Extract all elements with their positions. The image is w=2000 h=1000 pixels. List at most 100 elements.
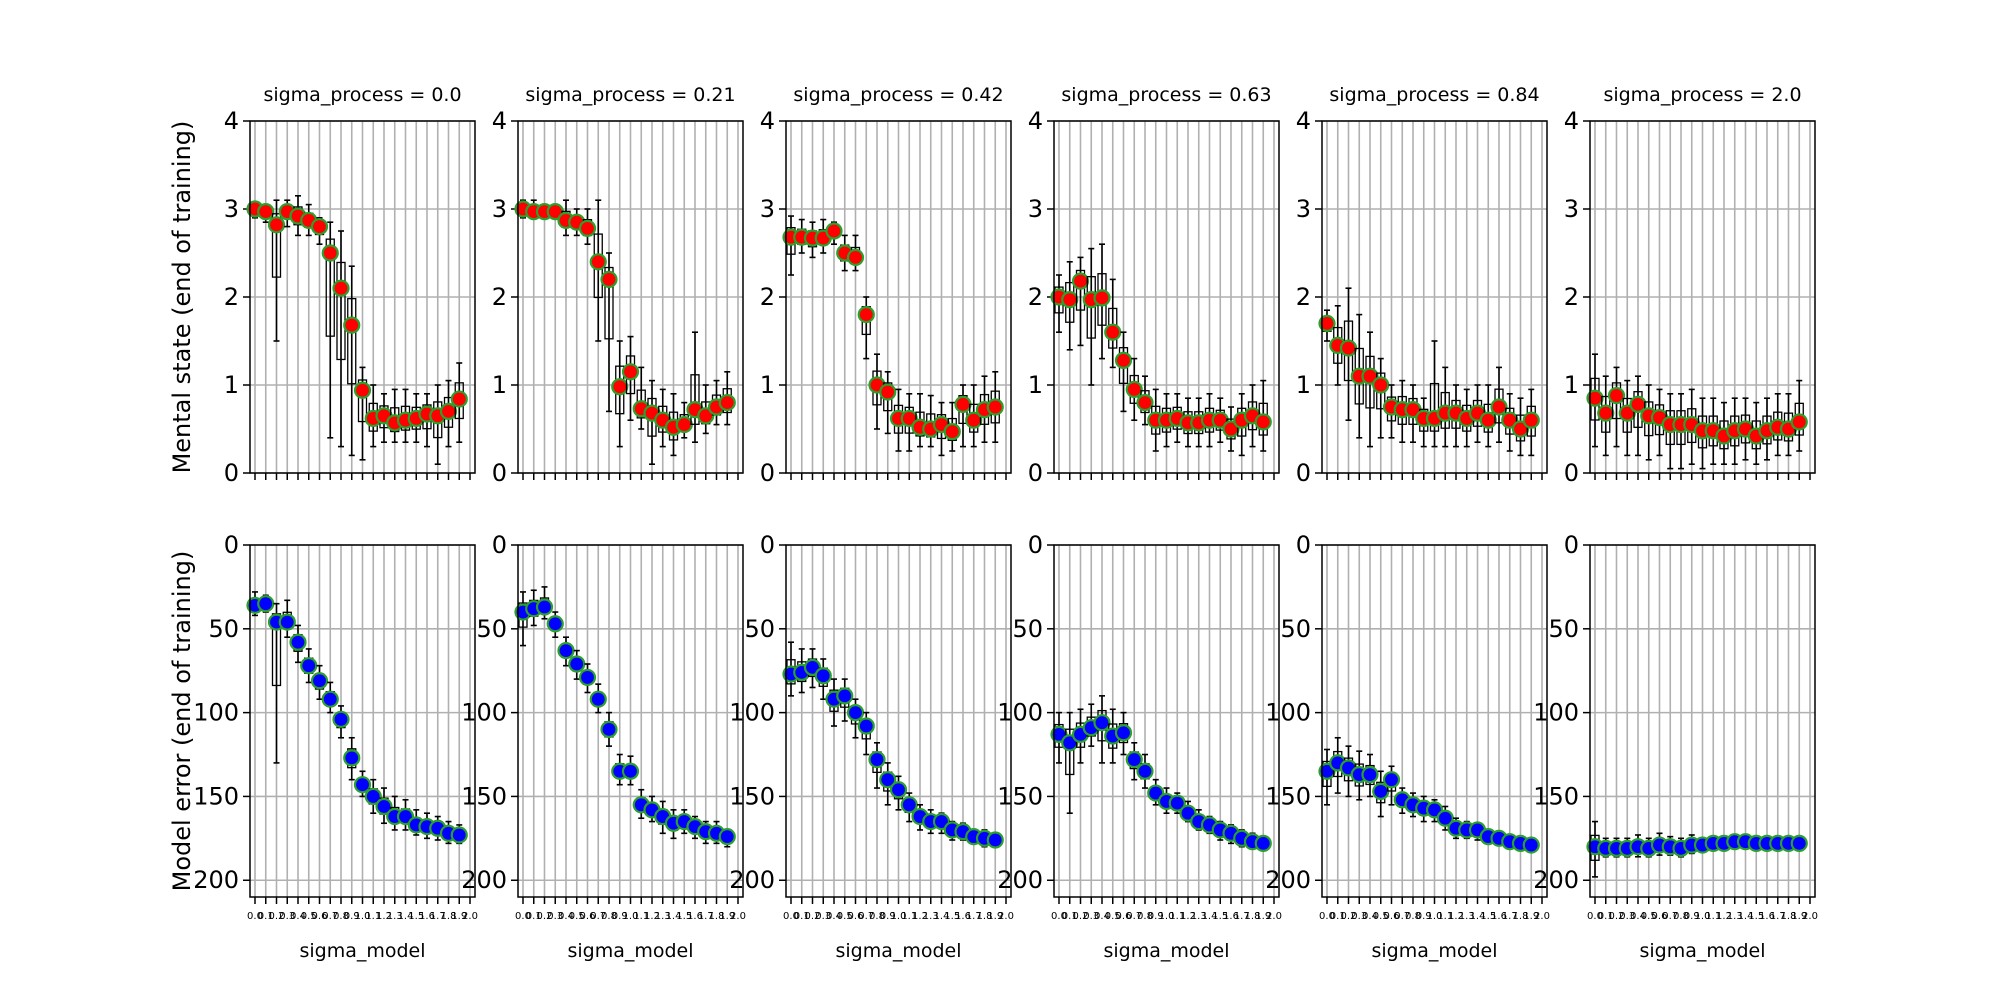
- axes-frame: [1321, 120, 1548, 474]
- y-tick-label: 3: [1296, 195, 1311, 223]
- y-tick-label: 150: [729, 782, 775, 810]
- model-error-point: [289, 633, 307, 651]
- x-tick-label: 1.2: [376, 911, 392, 922]
- x-tick-label: 1.3: [387, 911, 403, 922]
- model-error-point: [846, 704, 865, 722]
- x-tick-label: 0.9: [880, 911, 896, 922]
- mental-state-point: [1618, 404, 1636, 422]
- x-tick-label: 1.9: [1791, 911, 1807, 922]
- x-axis-label: sigma_model: [299, 940, 425, 962]
- mental-state-point: [1501, 411, 1519, 429]
- iqr-box: [1075, 269, 1086, 311]
- y-tick-label: 100: [193, 699, 239, 727]
- x-tick-label: 0.4: [290, 911, 306, 922]
- y-tick-label: 200: [461, 866, 507, 894]
- x-tick-label: 0.6: [1116, 911, 1132, 922]
- y-tick-label: 50: [476, 615, 507, 643]
- mental-state-point: [825, 222, 843, 240]
- x-tick-label: 0.7: [858, 911, 874, 922]
- x-tick-label: 0.9: [1148, 911, 1164, 922]
- mental-state-point: [257, 203, 275, 221]
- x-tick-label: 0.9: [344, 911, 360, 922]
- model-error-point: [857, 717, 875, 735]
- mental-state-point: [353, 381, 372, 399]
- x-tick-label: 2.0: [998, 911, 1014, 922]
- x-tick-label: 0.8: [601, 911, 617, 922]
- x-tick-label: 0.6: [312, 911, 328, 922]
- model-error-point: [1790, 834, 1808, 852]
- x-tick-label: 1.1: [1169, 911, 1185, 922]
- model-error-point: [1125, 750, 1143, 769]
- model-error-point: [568, 655, 586, 673]
- y-tick-label: 0: [224, 459, 239, 487]
- model-error-point: [310, 672, 329, 690]
- y-tick-label: 2: [224, 283, 239, 311]
- y-tick-label: 1: [492, 371, 507, 399]
- x-tick-label: 1.4: [1738, 911, 1754, 922]
- y-tick-label: 0: [492, 531, 507, 559]
- x-tick-label: 1.1: [1705, 911, 1721, 922]
- axes-frame: [249, 120, 476, 474]
- y-tick-label: 0: [1028, 531, 1043, 559]
- y-tick-label: 4: [224, 107, 239, 135]
- model-error-point: [300, 657, 318, 675]
- x-tick-label: 2.0: [462, 911, 478, 922]
- x-tick-label: 0.6: [1384, 911, 1400, 922]
- y-tick-label: 1: [1564, 371, 1579, 399]
- y-tick-label: 3: [1028, 195, 1043, 223]
- x-tick-label: 1.2: [1716, 911, 1732, 922]
- x-tick-label: 0.9: [612, 911, 628, 922]
- axes-frame: [1589, 544, 1816, 898]
- mental-state-point: [1071, 272, 1090, 290]
- x-tick-label: 1.0: [1427, 911, 1443, 922]
- iqr-box: [1065, 728, 1075, 776]
- y-tick-label: 3: [1564, 195, 1579, 223]
- iqr-box: [347, 297, 357, 385]
- panel-title: sigma_process = 0.0: [263, 84, 461, 106]
- x-tick-label: 0.2: [805, 911, 821, 922]
- x-tick-label: 1.6: [1759, 911, 1775, 922]
- axes-frame: [785, 120, 1012, 474]
- mental-state-point: [1372, 376, 1390, 394]
- axes-frame: [249, 544, 476, 898]
- y-tick-label: 0: [224, 531, 239, 559]
- model-error-point: [557, 641, 575, 660]
- model-error-point: [546, 615, 564, 633]
- x-tick-label: 0.2: [269, 911, 285, 922]
- x-tick-label: 1.9: [451, 911, 467, 922]
- x-tick-label: 1.4: [1470, 911, 1486, 922]
- y-tick-label: 150: [1265, 782, 1311, 810]
- x-tick-label: 0.3: [815, 911, 831, 922]
- model-error-point: [1522, 836, 1540, 854]
- x-tick-label: 1.9: [719, 911, 735, 922]
- x-tick-label: 0.5: [1641, 911, 1657, 922]
- y-tick-label: 3: [492, 195, 507, 223]
- mental-state-point: [954, 395, 972, 413]
- y-tick-label: 50: [1548, 615, 1579, 643]
- x-tick-label: 0.6: [1652, 911, 1668, 922]
- x-tick-label: 1.7: [1234, 911, 1250, 922]
- y-tick-label: 0: [1296, 459, 1311, 487]
- mental-state-point: [1093, 289, 1111, 307]
- x-tick-label: 0.4: [558, 911, 574, 922]
- x-tick-label: 0.8: [1405, 911, 1421, 922]
- x-tick-label: 0.6: [848, 911, 864, 922]
- mental-state-point: [1479, 411, 1497, 429]
- y-tick-label: 200: [1533, 866, 1579, 894]
- x-tick-label: 0.2: [537, 911, 553, 922]
- x-tick-label: 1.0: [1159, 911, 1175, 922]
- model-error-point: [257, 595, 275, 613]
- y-tick-label: 3: [760, 195, 775, 223]
- model-error-point: [332, 710, 350, 728]
- x-tick-label: 0.0: [515, 911, 531, 922]
- panel-title: sigma_process = 0.21: [525, 84, 735, 106]
- x-tick-label: 0.8: [1673, 911, 1689, 922]
- x-tick-label: 1.6: [1223, 911, 1239, 922]
- x-tick-label: 0.7: [1394, 911, 1410, 922]
- x-tick-label: 0.1: [1598, 911, 1614, 922]
- x-tick-label: 2.0: [1534, 911, 1550, 922]
- x-tick-label: 1.2: [1448, 911, 1464, 922]
- x-tick-label: 0.3: [1351, 911, 1367, 922]
- x-tick-label: 1.3: [1191, 911, 1207, 922]
